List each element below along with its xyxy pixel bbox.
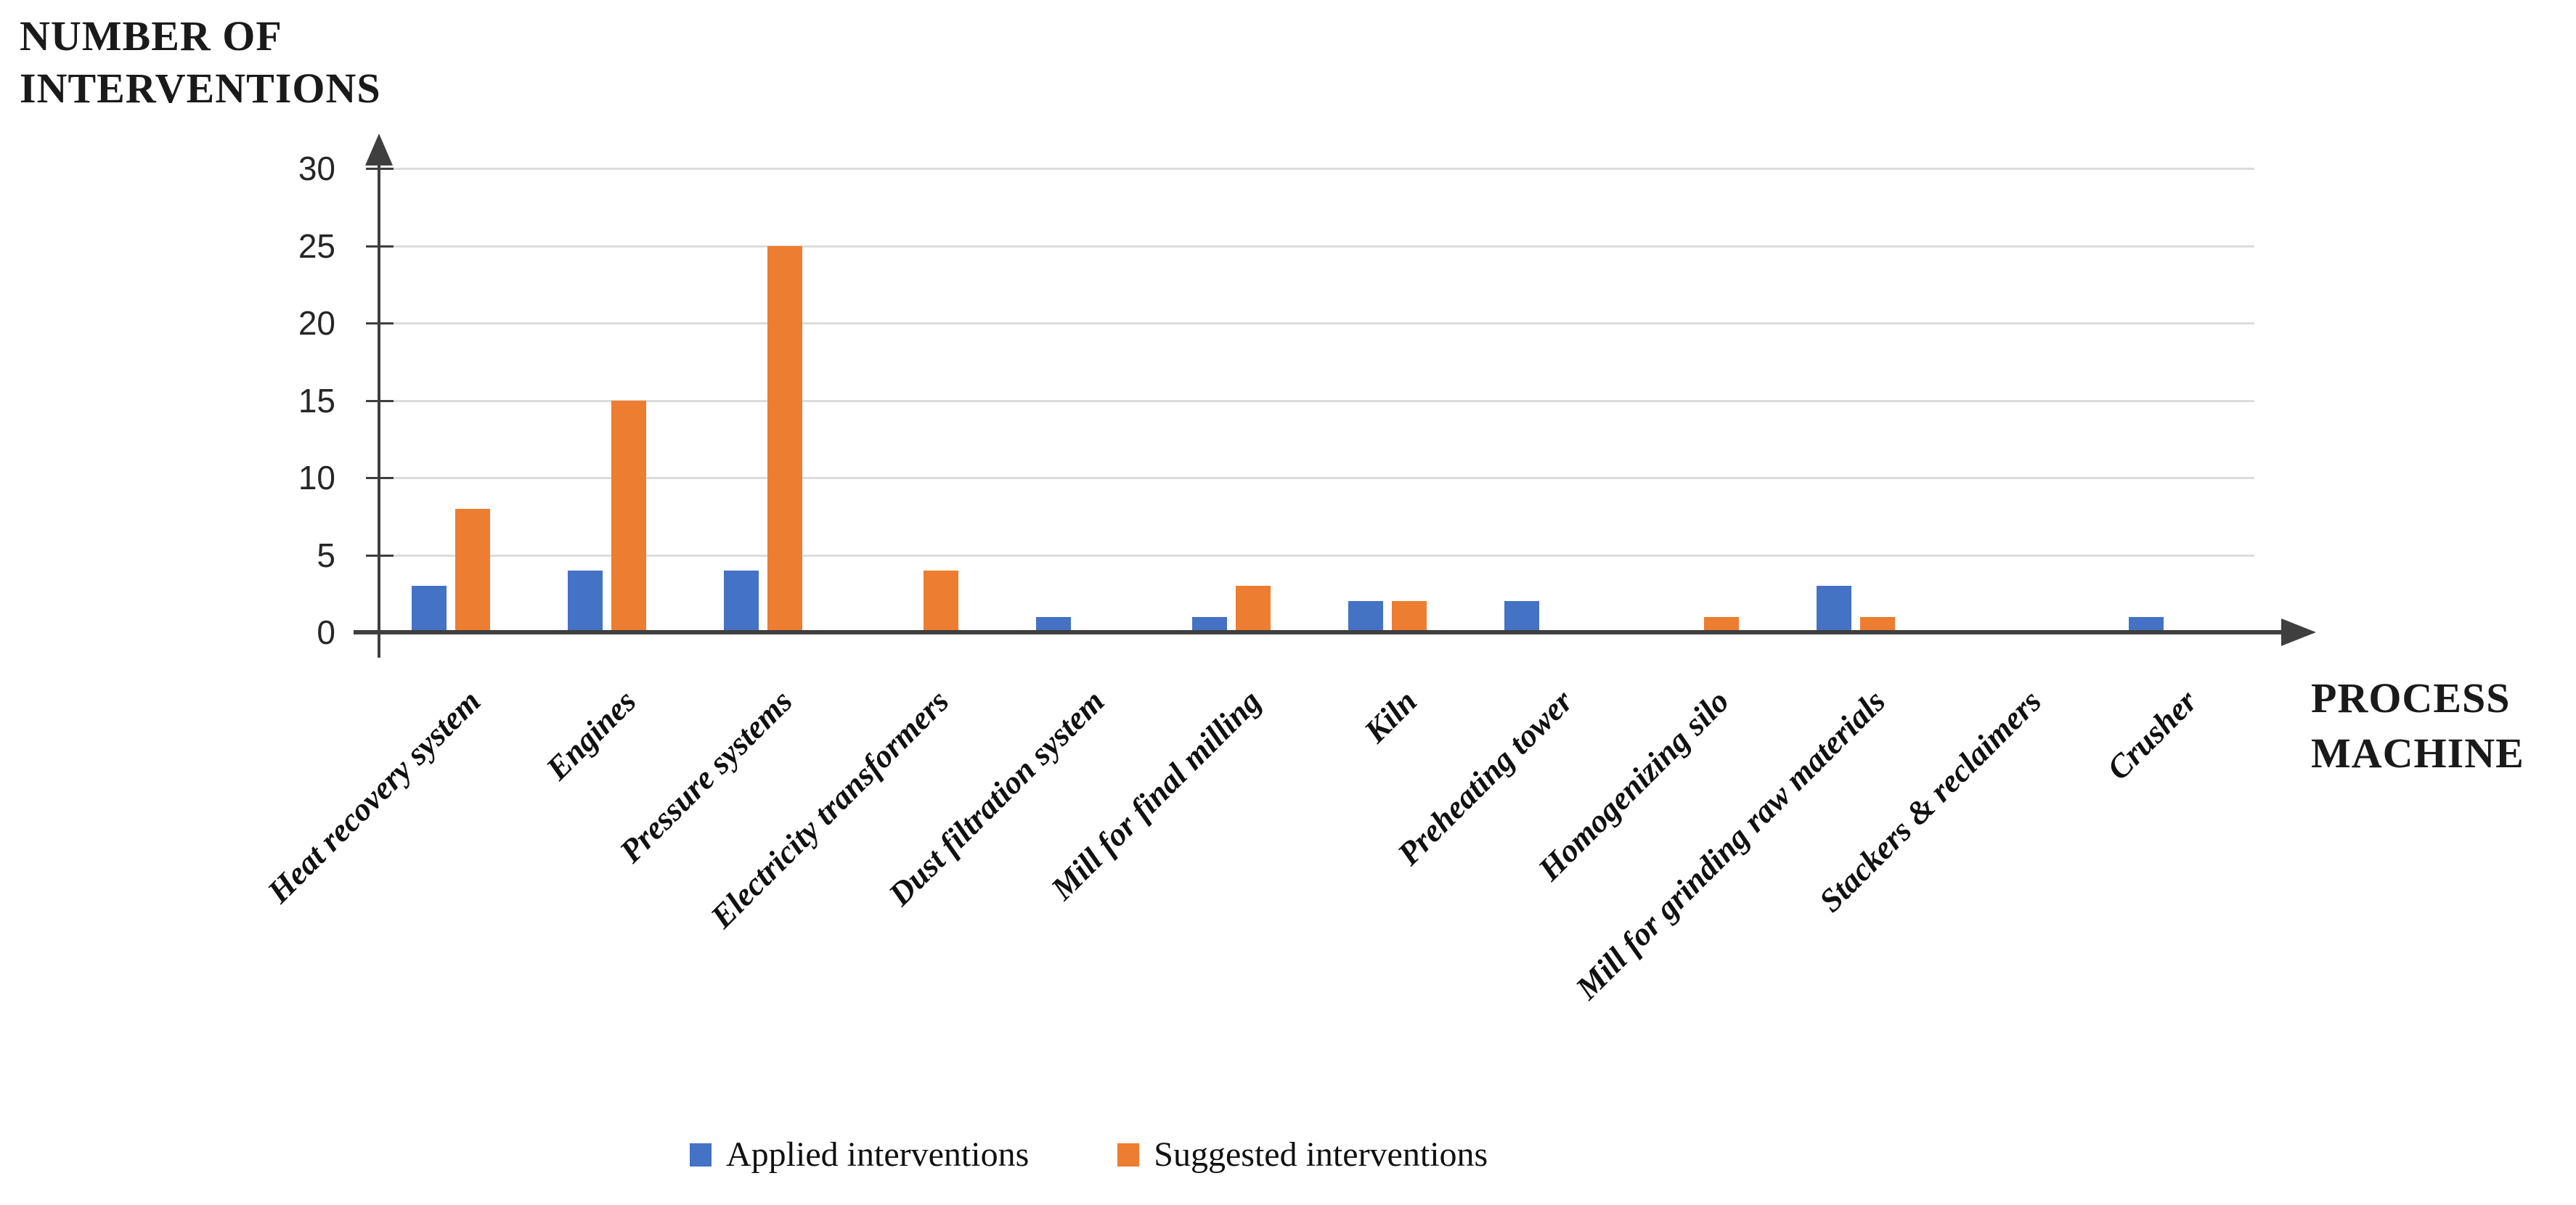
bar-suggested-homogenizing-silo [1704,616,1739,632]
bar-suggested-engines [611,400,646,632]
bar-suggested-pressure-systems [767,245,802,632]
gridline-25 [379,245,2254,248]
y-tick-label-15: 15 [298,381,335,420]
y-tick-label-0: 0 [317,613,335,651]
bar-applied-dust-filtration-system [1036,616,1071,632]
x-axis-line [354,630,2285,634]
y-axis-title-line2: INTERVENTIONS [20,65,381,112]
bar-applied-engines [568,570,603,632]
category-label-mill-for-grinding-raw-materials: Mill for grinding raw materials [1568,682,1893,1007]
x-axis-title-line1: PROCESS [2311,674,2511,722]
bar-applied-heat-recovery-system [412,586,447,632]
gridline-5 [379,554,2254,557]
bar-applied-crusher [2129,616,2164,632]
category-label-crusher: Crusher [2100,682,2205,787]
y-tick-label-10: 10 [298,459,335,497]
category-label-heat-recovery-system: Heat recovery system [260,682,488,910]
legend-item-suggested-interventions: Suggested interventions [1117,1131,1488,1179]
gridline-20 [379,322,2254,324]
gridline-15 [379,399,2254,402]
gridline-30 [379,168,2254,170]
bar-suggested-mill-for-grinding-raw-materials [1860,616,1895,632]
category-label-engines: Engines [539,682,644,787]
x-axis-title-line2: MACHINE [2311,730,2524,777]
bar-applied-kiln [1348,601,1383,632]
y-tick-label-30: 30 [298,150,335,187]
bar-applied-preheating-tower [1504,601,1539,632]
y-axis-title-line1: NUMBER OF [20,12,282,60]
y-axis-line [378,147,380,658]
y-tick-label-25: 25 [298,226,335,265]
legend-label-applied-interventions: Applied interventions [726,1135,1030,1174]
bar-applied-mill-for-grinding-raw-materials [1817,586,1851,632]
bar-suggested-electricity-transformers [924,570,958,632]
legend-swatch-applied-interventions-icon [690,1143,712,1167]
legend-label-suggested-interventions: Suggested interventions [1154,1135,1488,1174]
category-label-kiln: Kiln [1357,682,1424,750]
legend: Applied interventions Suggested interven… [690,1131,1488,1179]
y-tick-label-20: 20 [298,304,335,342]
bar-applied-pressure-systems [724,570,759,632]
bar-applied-mill-for-final-milling [1192,616,1227,632]
bar-suggested-heat-recovery-system [455,508,490,632]
bar-suggested-mill-for-final-milling [1236,586,1271,632]
y-axis-title: NUMBER OF INTERVENTIONS [20,10,381,115]
bar-suggested-kiln [1392,601,1427,632]
legend-swatch-suggested-interventions-icon [1117,1143,1140,1167]
gridline-10 [379,477,2254,479]
x-axis-arrow-icon [2281,618,2316,646]
y-tick-label-5: 5 [317,536,335,574]
y-axis-arrow-icon [365,134,393,166]
legend-item-applied-interventions: Applied interventions [690,1131,1029,1179]
x-axis-title: PROCESS MACHINE [2311,671,2524,781]
